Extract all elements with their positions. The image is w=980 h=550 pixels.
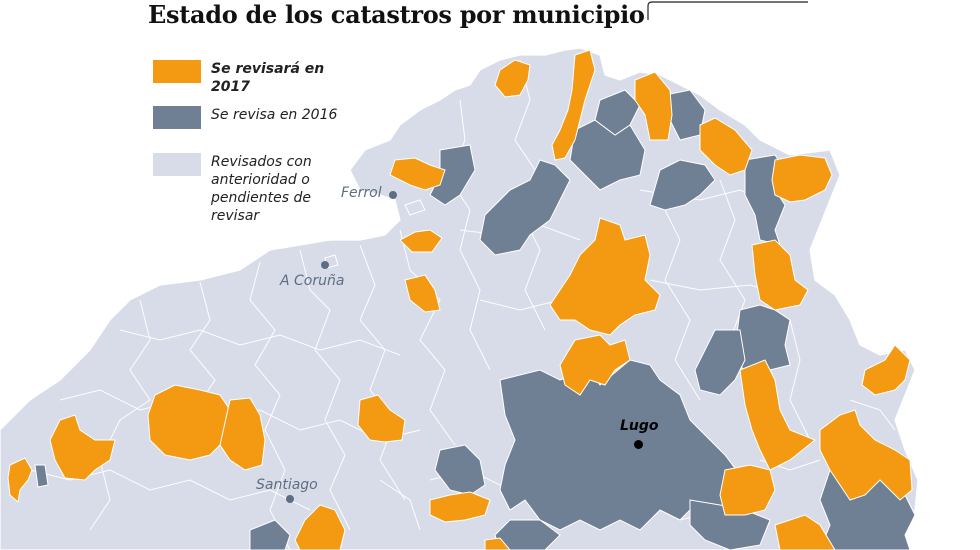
map-title: Estado de los catastros por municipio: [148, 0, 645, 29]
santiago-dot: [286, 495, 294, 503]
legend-item-2016: Se revisa en 2016: [153, 106, 337, 129]
coruna-dot: [321, 261, 329, 269]
legend-label-previous: Revisados con anterioridad o pendientes …: [211, 154, 312, 224]
legend-swatch-orange: [153, 60, 201, 83]
legend-item-2017: Se revisará en 2017: [153, 60, 343, 96]
legend-swatch-light: [153, 153, 201, 176]
city-label-lugo: Lugo: [620, 418, 659, 434]
city-label-coruna: A Coruña: [280, 273, 345, 289]
city-label-ferrol: Ferrol: [341, 185, 382, 201]
legend-item-previous: Revisados con anterioridad o pendientes …: [153, 153, 336, 225]
ferrol-dot: [389, 191, 397, 199]
title-rule: [647, 1, 808, 20]
municipalities-2016: [34, 89, 916, 550]
city-label-santiago: Santiago: [256, 477, 318, 493]
legend-label-2017: Se revisará en 2017: [211, 61, 325, 95]
municipalities-2017: [7, 49, 913, 550]
legend-label-2016: Se revisa en 2016: [211, 107, 338, 123]
legend-swatch-slate: [153, 106, 201, 129]
lugo-dot: [634, 440, 643, 449]
